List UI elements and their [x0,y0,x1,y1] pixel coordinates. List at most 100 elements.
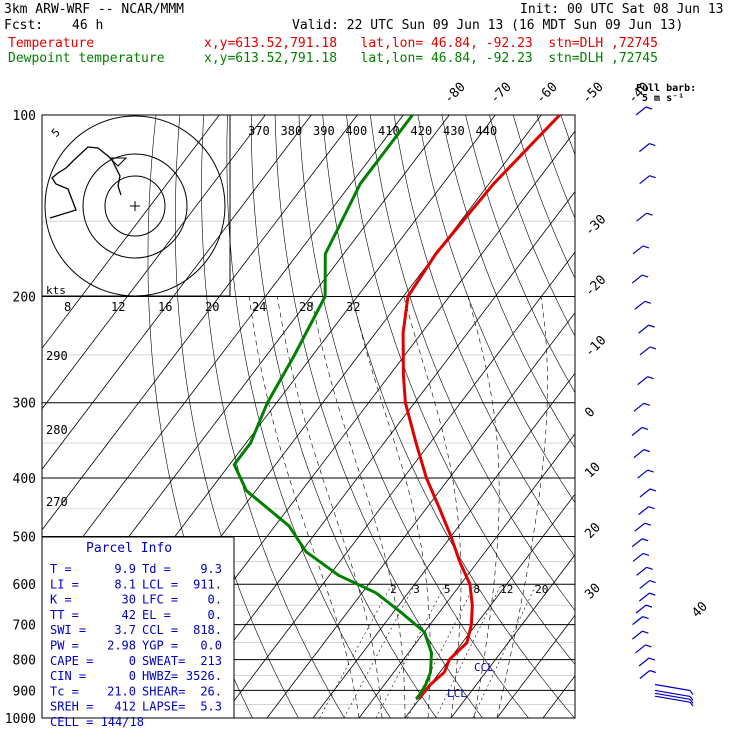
dry-adiabat-line [147,115,253,718]
theta-left-label: 290 [46,349,68,363]
wind-barb-flag [647,469,654,473]
temperature-location: x,y=613.52,791.18 lat,lon= 46.84, -92.23… [204,36,658,51]
isotherm-line [42,115,404,592]
wind-barb [638,324,650,334]
isotherm-line [450,554,575,718]
wind-barb-flag [647,376,654,380]
moist-adiabat-line [310,296,406,718]
wind-barb [631,427,643,436]
init-time: Init: 00 UTC Sat 08 Jun 13 [520,2,724,17]
isotherm-top-label: -40 [626,80,653,107]
dry-adiabat-line [608,115,740,718]
isotherm-line [496,614,575,718]
wind-barb [631,274,643,284]
isotherm-right-label: -10 [582,333,609,360]
isotherm-right-label: -30 [582,212,609,239]
wind-barb-flag [649,143,656,147]
wind-barb-flag [648,506,655,510]
isotherm-line [42,115,312,470]
wind-barb-flag [649,346,657,350]
forecast-hour: 46 h [72,18,104,33]
mixing-ratio-line [343,584,416,718]
hodograph-ring-large [44,115,226,297]
wind-barb [637,376,649,386]
isotherm-line [635,115,740,718]
wind-barb [637,469,649,479]
isotherm-line [174,191,575,718]
wind-barb [654,683,691,692]
wind-barb [639,346,651,356]
isotherm-line [42,115,496,713]
wind-barb [654,695,691,703]
temperature-profile [401,115,561,700]
moist-adiabat-line [249,296,360,718]
isotherm-line [589,115,740,718]
isotherm-top-label: -60 [534,80,561,107]
wind-barb [635,604,647,614]
wind-barb [633,449,645,459]
isotherm-right-label: -20 [582,273,609,300]
wind-barb-flag [646,212,653,216]
wind-barb-flag [643,402,651,406]
storm-motion-marker [108,157,128,167]
dry-adiabat-line [251,115,437,718]
dewpoint-profile [232,115,433,700]
barb-note: Full barb: [636,83,697,94]
hodograph-speed-label: 24 [252,300,266,314]
dry-adiabat-line [512,115,575,279]
dry-adiabat-line [632,115,740,718]
wind-barb-flag [649,579,656,584]
isotherm-right-label: 20 [582,520,604,542]
hodograph-ring-outer [82,153,188,259]
theta-label: 370 [248,124,270,138]
wind-barb-flag [642,616,649,620]
isotherm-top-label: -50 [580,80,607,107]
dry-adiabat-line [536,115,575,219]
theta-left-label: 280 [46,423,68,437]
isotherm-line [542,675,575,718]
dry-adiabat-line [417,115,575,503]
isotherm-top-label: -70 [488,80,515,107]
isotherm-right-label: 40 [689,599,711,621]
wind-barb-flag [644,522,652,526]
pressure-tick-label: 700 [13,619,36,634]
dry-adiabat-line [201,115,345,718]
hodograph-speed-label: 20 [205,300,219,314]
dewpoint-legend: Dewpoint temperature [8,51,165,66]
dry-adiabat-line [274,115,483,718]
wind-barb [638,143,650,153]
isotherm-line [82,115,542,718]
forecast-label: Fcst: [4,18,44,33]
wind-barb [635,644,646,654]
theta-label: 380 [281,124,303,138]
mixing-ratio-label: 5 [444,583,451,596]
pressure-tick-label: 900 [13,684,36,699]
mixing-ratio-line [319,584,393,718]
isotherm-line [312,372,575,718]
theta-label: 440 [476,124,498,138]
wind-barb-flag [649,488,657,492]
wind-barb [654,689,691,697]
wind-barb-flag [689,701,694,707]
temperature-legend: Temperature [8,36,95,51]
mixing-ratio-line [472,584,537,718]
pressure-tick-label: 100 [13,109,36,124]
isotherm-line [42,115,266,410]
wind-barb [638,657,650,667]
mixing-ratio-line [435,584,502,718]
wind-barb [632,630,643,640]
dry-adiabat-line [465,115,575,394]
dry-adiabat-line [489,115,575,337]
wind-barb-flag [645,106,653,110]
wind-barb-flag [649,592,656,596]
wind-barb-flag [643,449,651,453]
theta-label: 400 [346,124,368,138]
isotherm-line [42,115,220,349]
dewpoint-location: x,y=613.52,791.18 lat,lon= 46.84, -92.23… [204,51,658,66]
theta-label: 410 [378,124,400,138]
wind-barb [634,300,646,310]
isotherm-right-label: 10 [582,460,604,482]
pressure-tick-label: 200 [13,291,36,306]
moist-adiabat-line [403,296,462,718]
